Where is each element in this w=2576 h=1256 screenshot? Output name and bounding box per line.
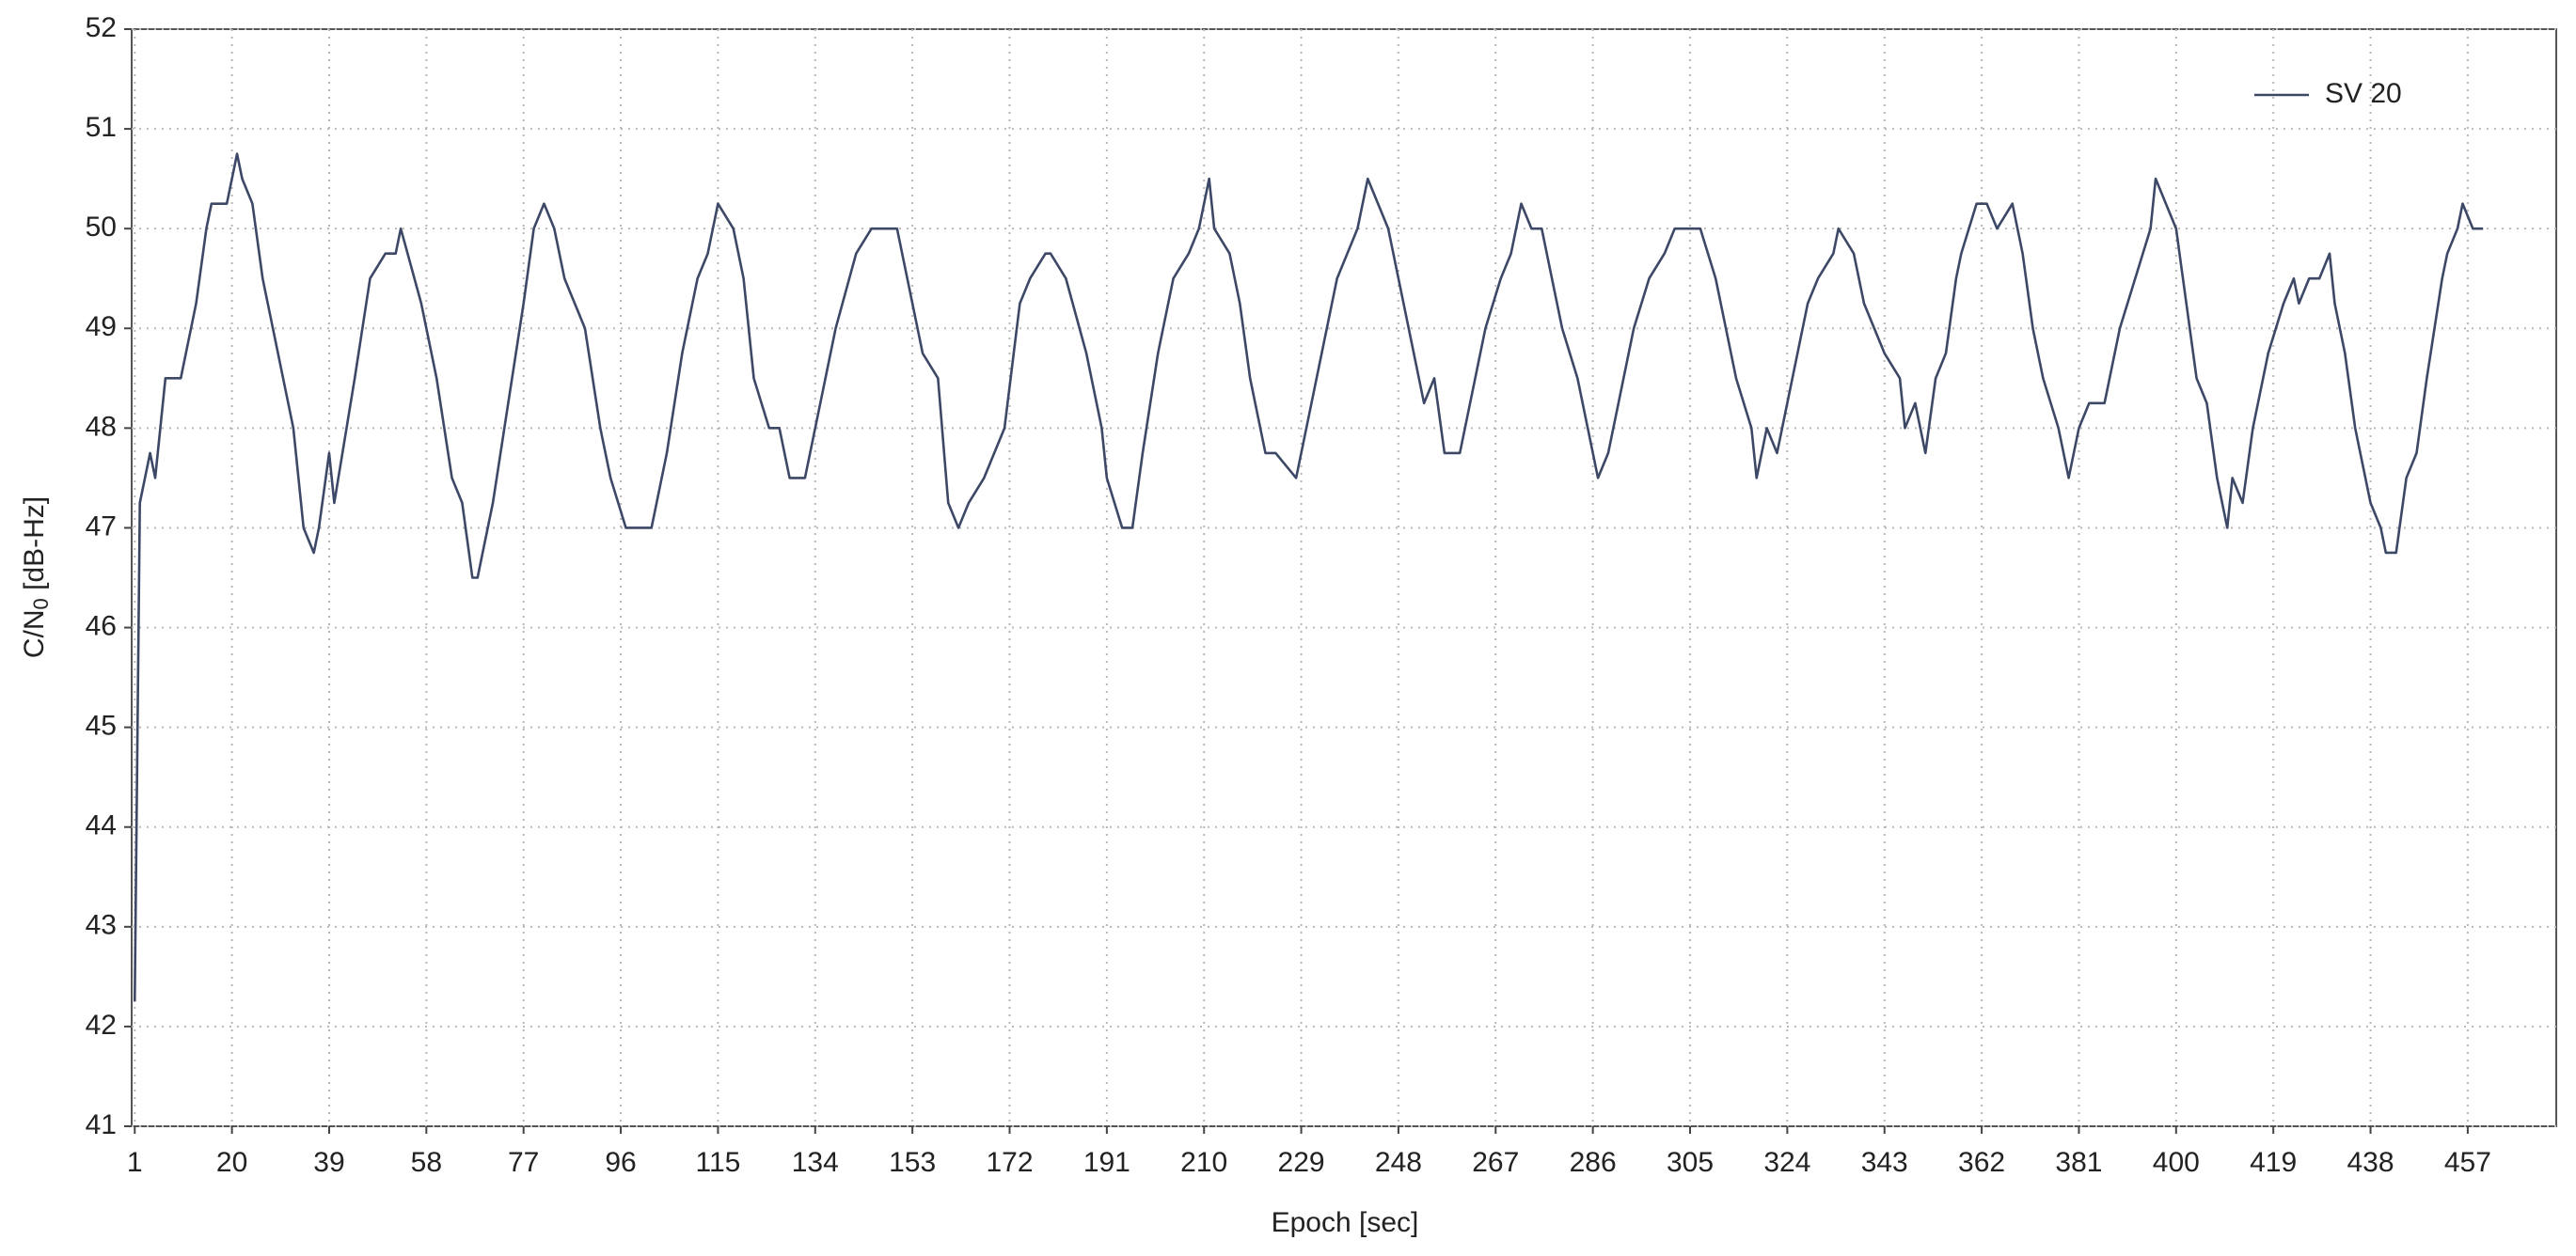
x-tick-label: 438 bbox=[2347, 1147, 2394, 1178]
y-tick-label: 51 bbox=[86, 112, 117, 143]
y-tick-label: 46 bbox=[86, 610, 117, 641]
y-axis-title-subscript: 0 bbox=[29, 598, 53, 609]
x-tick-label: 20 bbox=[216, 1147, 247, 1178]
x-tick-label: 400 bbox=[2153, 1147, 2200, 1178]
x-tick-label: 96 bbox=[605, 1147, 636, 1178]
y-tick-label: 52 bbox=[86, 12, 117, 43]
plot-frame bbox=[131, 28, 2557, 1127]
x-tick-label: 153 bbox=[889, 1147, 936, 1178]
y-tick-label: 42 bbox=[86, 1010, 117, 1041]
y-tick-label: 44 bbox=[86, 810, 117, 841]
y-axis-title: C/N0 [dB-Hz] bbox=[19, 496, 53, 658]
y-axis-title-main: C/N bbox=[19, 609, 50, 658]
legend-label: SV 20 bbox=[2325, 78, 2402, 109]
x-axis-title: Epoch [sec] bbox=[1272, 1207, 1419, 1238]
x-tick-label: 58 bbox=[411, 1147, 442, 1178]
x-tick-label: 191 bbox=[1083, 1147, 1130, 1178]
y-tick-label: 50 bbox=[86, 212, 117, 243]
y-axis-title-suffix: [dB-Hz] bbox=[19, 496, 50, 598]
x-tick-label: 1 bbox=[127, 1147, 143, 1178]
x-tick-label: 324 bbox=[1763, 1147, 1810, 1178]
x-tick-label: 267 bbox=[1472, 1147, 1519, 1178]
y-tick-label: 45 bbox=[86, 711, 117, 742]
x-tick-label: 362 bbox=[1958, 1147, 2005, 1178]
x-tick-label: 419 bbox=[2250, 1147, 2297, 1178]
x-tick-label: 115 bbox=[696, 1147, 741, 1178]
y-tick-label: 43 bbox=[86, 910, 117, 941]
data-line bbox=[133, 152, 2484, 1002]
x-tick-label: 134 bbox=[792, 1147, 839, 1178]
y-tick-label: 49 bbox=[86, 311, 117, 342]
y-tick-label: 47 bbox=[86, 510, 117, 542]
x-tick-label: 343 bbox=[1861, 1147, 1908, 1178]
x-tick-label: 305 bbox=[1667, 1147, 1714, 1178]
x-tick-label: 381 bbox=[2055, 1147, 2102, 1178]
x-tick-label: 210 bbox=[1180, 1147, 1227, 1178]
x-tick-label: 172 bbox=[986, 1147, 1033, 1178]
y-tick-label: 48 bbox=[86, 411, 117, 442]
y-tick-label: 41 bbox=[86, 1109, 117, 1140]
x-tick-label: 39 bbox=[313, 1147, 344, 1178]
x-tick-label: 248 bbox=[1375, 1147, 1422, 1178]
x-tick-label: 77 bbox=[508, 1147, 539, 1178]
x-tick-label: 286 bbox=[1570, 1147, 1617, 1178]
x-tick-label: 457 bbox=[2444, 1147, 2491, 1178]
x-tick-label: 229 bbox=[1278, 1147, 1325, 1178]
